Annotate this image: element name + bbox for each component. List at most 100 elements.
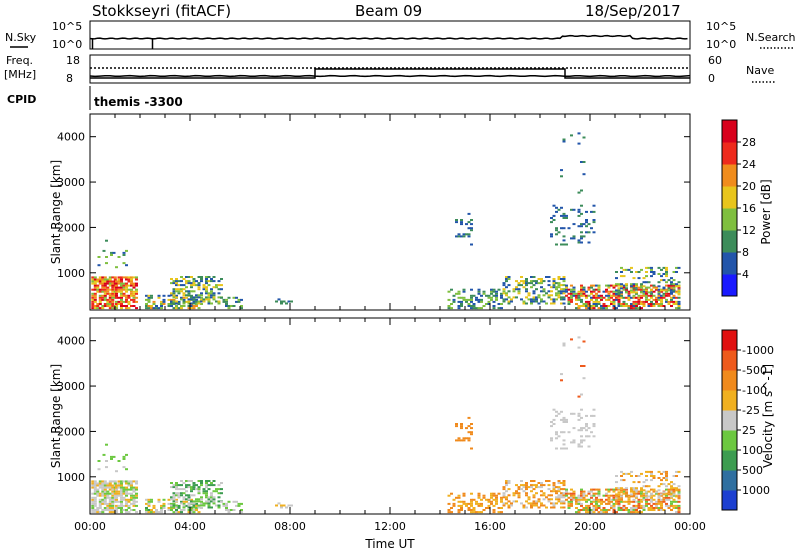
power-cell bbox=[650, 292, 653, 295]
power-cell bbox=[675, 300, 678, 303]
velocity-cell bbox=[130, 488, 133, 491]
velocity-cell bbox=[180, 492, 183, 495]
power-cell bbox=[667, 284, 671, 287]
velocity-cell bbox=[185, 486, 188, 489]
velocity-cell bbox=[98, 486, 102, 489]
velocity-cell bbox=[672, 483, 676, 486]
power-cell bbox=[587, 307, 591, 310]
velocity-cell bbox=[175, 511, 178, 514]
velocity-cell bbox=[111, 507, 115, 509]
velocity-cell bbox=[615, 500, 618, 503]
colorbar-segment bbox=[722, 470, 737, 491]
velocity-cell bbox=[190, 494, 193, 497]
velocity-cell bbox=[605, 488, 608, 491]
power-cell bbox=[582, 294, 586, 297]
velocity-cell bbox=[627, 472, 631, 475]
velocity-cell bbox=[455, 423, 458, 425]
power-cell bbox=[555, 282, 558, 285]
velocity-cell bbox=[125, 492, 128, 495]
power-cell bbox=[93, 284, 97, 287]
velocity-cell bbox=[565, 492, 568, 495]
power-cell bbox=[580, 290, 583, 293]
power-cell bbox=[575, 307, 578, 310]
power-cell bbox=[635, 271, 638, 273]
velocity-cell bbox=[212, 484, 216, 487]
velocity-cell bbox=[91, 492, 95, 495]
power-cell bbox=[610, 303, 613, 305]
power-cell bbox=[475, 298, 478, 301]
velocity-cell bbox=[605, 492, 608, 495]
velocity-cell bbox=[197, 480, 201, 482]
velocity-cell bbox=[562, 482, 566, 484]
power-cell bbox=[627, 292, 631, 295]
power-cell bbox=[202, 286, 206, 289]
power-cell bbox=[190, 276, 193, 278]
power-cell bbox=[562, 235, 566, 238]
velocity-cell bbox=[622, 490, 626, 493]
power-cell bbox=[470, 307, 473, 310]
velocity-cell bbox=[117, 500, 121, 503]
velocity-cell bbox=[160, 507, 163, 509]
power-cell bbox=[465, 223, 468, 226]
velocity-cell bbox=[115, 484, 118, 487]
velocity-cell bbox=[532, 484, 536, 487]
power-cell bbox=[665, 300, 668, 303]
velocity-cell bbox=[652, 475, 656, 477]
power-cell bbox=[672, 290, 676, 293]
power-cell bbox=[106, 298, 110, 301]
velocity-cell bbox=[472, 498, 476, 501]
velocity-cell bbox=[670, 481, 673, 484]
power-cell bbox=[192, 290, 196, 293]
nsky-tick-top: 10^5 bbox=[52, 20, 82, 33]
power-cell bbox=[103, 294, 107, 297]
velocity-cell bbox=[537, 498, 541, 501]
power-cell bbox=[570, 296, 573, 299]
power-cell bbox=[620, 291, 623, 294]
velocity-cell bbox=[200, 500, 203, 503]
nsearch-label: N.Search bbox=[746, 31, 796, 44]
power-cell bbox=[565, 243, 568, 246]
power-cbar-label: Power [dB] bbox=[759, 179, 773, 244]
power-cell bbox=[101, 280, 105, 283]
velocity-cell bbox=[147, 500, 151, 503]
velocity-cell bbox=[492, 498, 496, 501]
power-cell bbox=[625, 296, 628, 299]
power-cell bbox=[197, 302, 201, 305]
power-cell bbox=[505, 278, 508, 280]
velocity-cell bbox=[167, 502, 171, 505]
power-cell bbox=[592, 231, 596, 234]
power-cell bbox=[565, 284, 568, 287]
power-cell bbox=[93, 276, 97, 279]
power-cell bbox=[113, 276, 117, 279]
velocity-cell bbox=[96, 488, 100, 491]
power-cell bbox=[477, 288, 481, 291]
power-cell bbox=[592, 290, 596, 293]
power-cell bbox=[637, 296, 641, 299]
velocity-cell bbox=[565, 447, 568, 450]
velocity-cell bbox=[472, 509, 476, 511]
velocity-cell bbox=[106, 509, 110, 511]
power-cell bbox=[91, 298, 95, 301]
colorbar-segment bbox=[722, 430, 737, 451]
power-cell bbox=[520, 284, 523, 287]
velocity-cell bbox=[532, 502, 536, 505]
power-cell bbox=[122, 294, 126, 297]
power-cell bbox=[192, 296, 196, 299]
power-cell bbox=[640, 303, 643, 305]
power-cell bbox=[612, 284, 616, 287]
velocity-cell bbox=[605, 498, 608, 501]
velocity-cell bbox=[520, 480, 523, 482]
velocity-cell bbox=[562, 431, 566, 434]
velocity-cell bbox=[130, 494, 133, 497]
velocity-cell bbox=[120, 507, 123, 509]
power-cell bbox=[595, 288, 598, 291]
velocity-cell bbox=[620, 495, 623, 498]
power-cell bbox=[677, 300, 681, 303]
power-cell bbox=[645, 292, 648, 295]
velocity-cell bbox=[98, 502, 102, 505]
velocity-cell bbox=[115, 492, 118, 495]
power-cell bbox=[93, 288, 97, 291]
power-cell bbox=[592, 288, 596, 291]
velocity-cell bbox=[93, 504, 97, 507]
